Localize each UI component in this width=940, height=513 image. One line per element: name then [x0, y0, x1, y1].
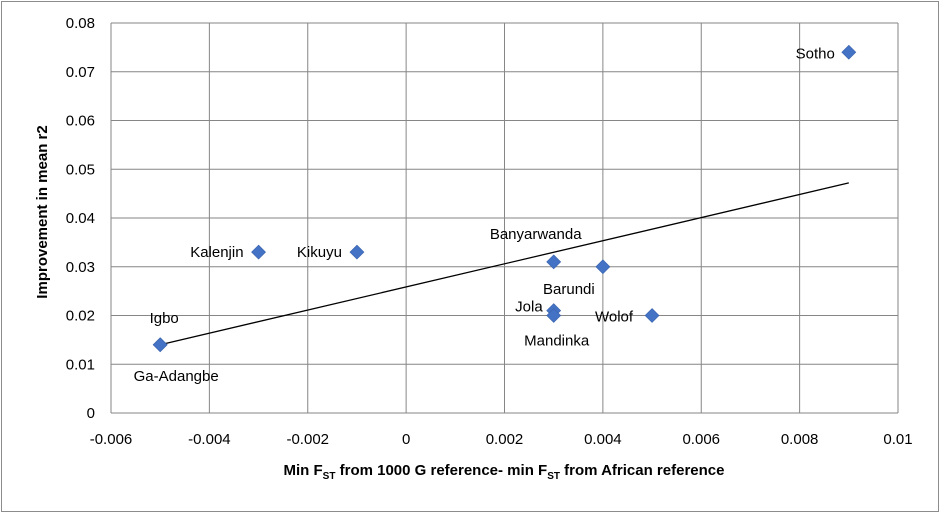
axes	[110, 23, 898, 414]
point-label-barundi: Barundi	[543, 281, 595, 298]
point-label-mandinka: Mandinka	[524, 333, 590, 350]
y-tick-label: 0.08	[66, 15, 95, 32]
point-label-jola: Jola	[515, 299, 543, 316]
data-point-ga-adangbe	[152, 337, 168, 353]
x-tick-label: 0.004	[584, 431, 622, 448]
x-axis-title: Min FST from 1000 G reference- min FST f…	[284, 462, 725, 482]
point-label-kikuyu: Kikuyu	[297, 244, 342, 261]
y-tick-label: 0.05	[66, 161, 95, 178]
y-tick-label: 0.03	[66, 259, 95, 276]
data-point-wolof	[644, 308, 660, 323]
data-point-banyarwanda	[546, 254, 562, 270]
point-label-igbo: Igbo	[150, 310, 179, 327]
point-label-sotho: Sotho	[796, 45, 835, 62]
trendline-group	[160, 182, 849, 346]
x-tick-label: -0.002	[286, 431, 329, 448]
data-point-kalenjin	[251, 244, 266, 260]
y-tick-label: 0	[87, 405, 95, 422]
x-tick-label: 0.008	[781, 431, 819, 448]
point-label-wolof: Wolof	[595, 309, 634, 326]
y-tick-label: 0.02	[66, 308, 95, 325]
data-point-mandinka	[546, 308, 562, 323]
x-tick-label: 0.01	[883, 431, 912, 448]
y-tick-label: 0.07	[66, 64, 95, 81]
x-tick-label: 0.002	[486, 431, 524, 448]
x-tick-label: -0.006	[90, 431, 133, 448]
trendline	[160, 182, 849, 346]
point-labels: Sotho Kalenjin Kikuyu Banyarwanda BarundiJol…	[134, 45, 835, 385]
x-tick-label: -0.004	[188, 431, 231, 448]
data-points	[152, 44, 857, 353]
x-tick-label: 0.006	[682, 431, 720, 448]
data-point-barundi	[595, 259, 611, 275]
y-tick-label: 0.06	[66, 113, 95, 130]
y-tick-label: 0.01	[66, 356, 95, 373]
data-point-kikuyu	[349, 244, 365, 260]
x-tick-label: 0	[402, 431, 410, 448]
data-point-sotho	[841, 44, 857, 60]
y-tick-label: 0.04	[66, 210, 95, 227]
point-label-banyarwanda: Banyarwanda	[490, 226, 582, 243]
tick-labels: -0.006 -0.004 -0.002 0 0.002 0.004 0.006 0.008 0…	[66, 15, 913, 448]
grid	[110, 22, 899, 414]
point-label-ga-adangbe: Ga-Adangbe	[134, 368, 219, 385]
y-axis-title: Improvement in mean r2	[34, 125, 51, 298]
point-label-kalenjin: Kalenjin	[190, 244, 243, 261]
